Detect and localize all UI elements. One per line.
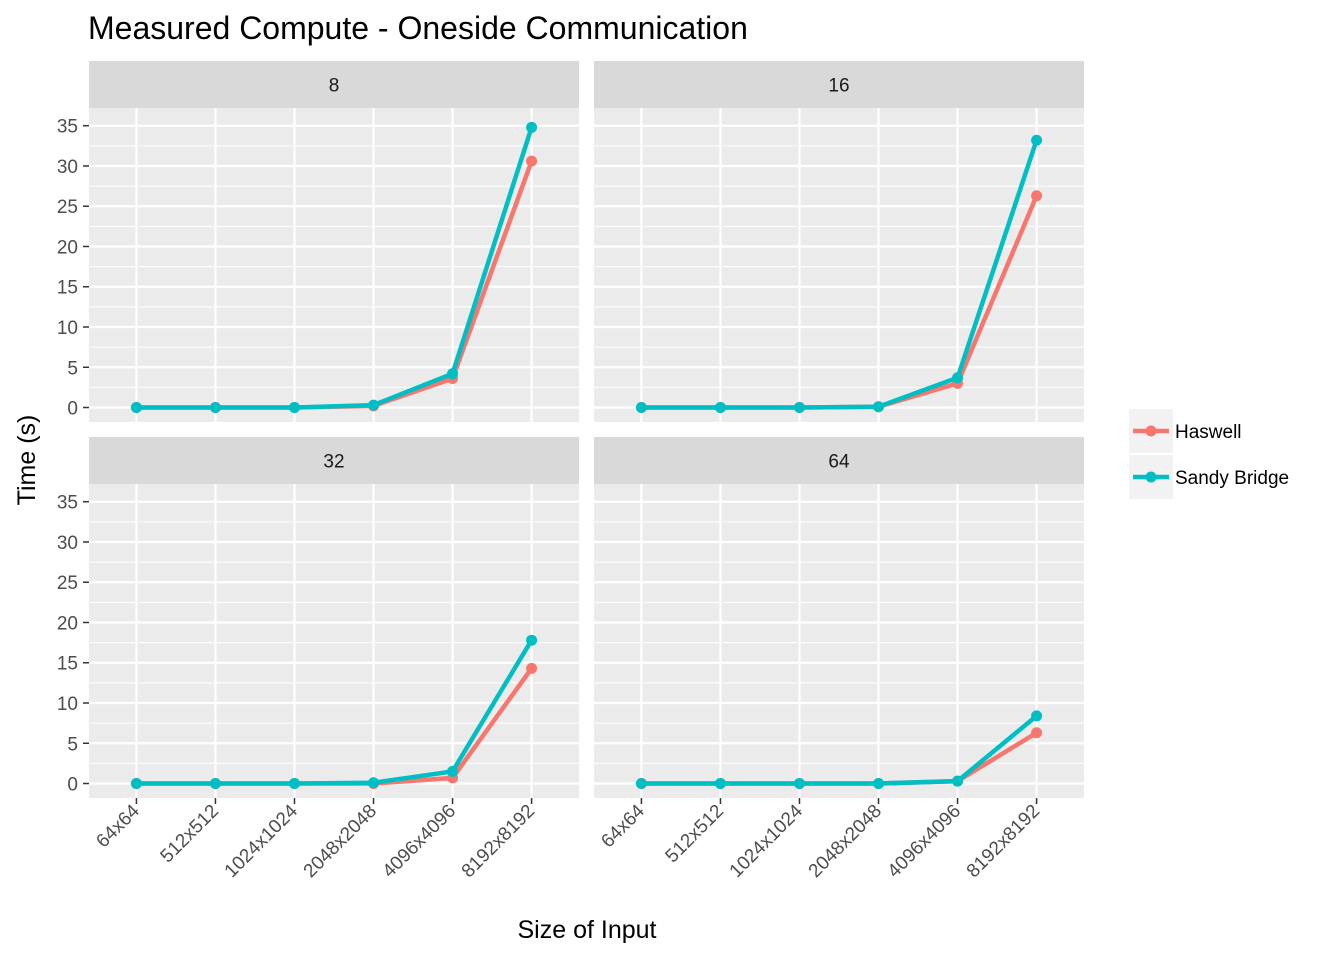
series-line-sandy-bridge — [639, 713, 1039, 786]
x-tick-label: 512x512 — [662, 801, 728, 867]
data-point — [130, 778, 142, 790]
x-tick-label: 1024x1024 — [726, 800, 808, 882]
x-tick-label: 4096x4096 — [379, 801, 460, 882]
data-point — [209, 778, 221, 790]
data-point — [130, 402, 142, 414]
legend-label: Haswell — [1175, 422, 1242, 443]
data-point — [714, 778, 726, 790]
x-tick-label: 512x512 — [157, 801, 223, 867]
y-tick-label: 25 — [57, 197, 78, 218]
facet-panel-32: 32 0 5 10 15 20 25 30 35 64x64 512x5121024x1024204… — [57, 437, 579, 882]
legend-key-point — [1145, 425, 1157, 437]
x-tick-label: 4096x4096 — [884, 801, 965, 882]
y-tick-label: 5 — [67, 358, 78, 379]
plot-background — [89, 484, 579, 798]
y-tick-label: 0 — [67, 775, 78, 796]
x-tick-label: 8192x8192 — [458, 801, 539, 882]
data-point — [447, 765, 459, 777]
x-tick-label: 2048x2048 — [300, 801, 381, 882]
chart-title: Measured Compute - Oneside Communication — [88, 10, 748, 46]
legend-item-sandy-bridge: Sandy Bridge — [1129, 455, 1289, 499]
y-tick-label: 15 — [57, 278, 78, 299]
facet-strip-label: 8 — [329, 76, 340, 97]
x-axis-title: Size of Input — [518, 916, 657, 944]
data-point — [209, 402, 221, 414]
facet-panel-16: 16 — [594, 61, 1084, 422]
data-point — [1031, 727, 1043, 739]
y-tick-label: 35 — [57, 117, 78, 138]
data-point — [526, 155, 538, 167]
data-point — [952, 372, 964, 384]
facet-strip — [594, 437, 1084, 484]
data-point — [952, 775, 964, 787]
legend: Haswell Sandy Bridge — [1129, 409, 1289, 499]
y-tick-label: 0 — [67, 399, 78, 420]
facet-strip-label: 16 — [828, 76, 849, 97]
plot-background — [594, 108, 1084, 422]
data-point — [714, 402, 726, 414]
data-point — [526, 662, 538, 674]
data-point — [447, 368, 459, 380]
x-tick-label: 64x64 — [597, 800, 649, 852]
series-line-sandy-bridge — [639, 137, 1039, 410]
data-point — [873, 778, 885, 790]
data-point — [793, 402, 805, 414]
x-tick-label: 1024x1024 — [221, 800, 303, 882]
facet-strip-label: 32 — [323, 452, 344, 473]
y-tick-label: 5 — [67, 734, 78, 755]
series-line-sandy-bridge — [134, 125, 534, 410]
plot-background — [89, 108, 579, 422]
x-tick-label: 2048x2048 — [805, 801, 886, 882]
legend-label: Sandy Bridge — [1175, 468, 1289, 489]
data-point — [793, 778, 805, 790]
facet-strip — [89, 61, 579, 108]
data-point — [368, 399, 380, 411]
data-point — [635, 402, 647, 414]
data-point — [635, 778, 647, 790]
facet-strip — [89, 437, 579, 484]
y-tick-label: 30 — [57, 533, 78, 554]
data-point — [368, 777, 380, 789]
y-tick-label: 25 — [57, 573, 78, 594]
y-tick-label: 20 — [57, 237, 78, 258]
x-tick-label: 8192x8192 — [963, 801, 1044, 882]
y-tick-label: 35 — [57, 493, 78, 514]
data-point — [1031, 134, 1043, 146]
y-axis-title: Time (s) — [13, 415, 41, 506]
y-tick-label: 15 — [57, 654, 78, 675]
facet-panel-64: 64 64x64 512x5121024x10242048x20484096x409… — [594, 437, 1084, 882]
facet-strip — [594, 61, 1084, 108]
data-point — [288, 402, 300, 414]
data-point — [526, 634, 538, 646]
series-line-sandy-bridge — [134, 637, 534, 786]
y-tick-label: 20 — [57, 613, 78, 634]
facet-panel-8: 8 0 5 10 15 20 25 30 35 — [57, 61, 579, 422]
data-point — [1031, 710, 1043, 722]
data-point — [1031, 190, 1043, 202]
data-point — [288, 778, 300, 790]
data-point — [526, 121, 538, 133]
facet-strip-label: 64 — [828, 452, 850, 473]
x-tick-label: 64x64 — [92, 800, 144, 852]
y-tick-label: 10 — [57, 318, 78, 339]
y-tick-label: 10 — [57, 694, 78, 715]
data-point — [873, 401, 885, 413]
legend-item-haswell: Haswell — [1129, 409, 1242, 453]
y-tick-label: 30 — [57, 157, 78, 178]
legend-key-point — [1145, 471, 1157, 483]
